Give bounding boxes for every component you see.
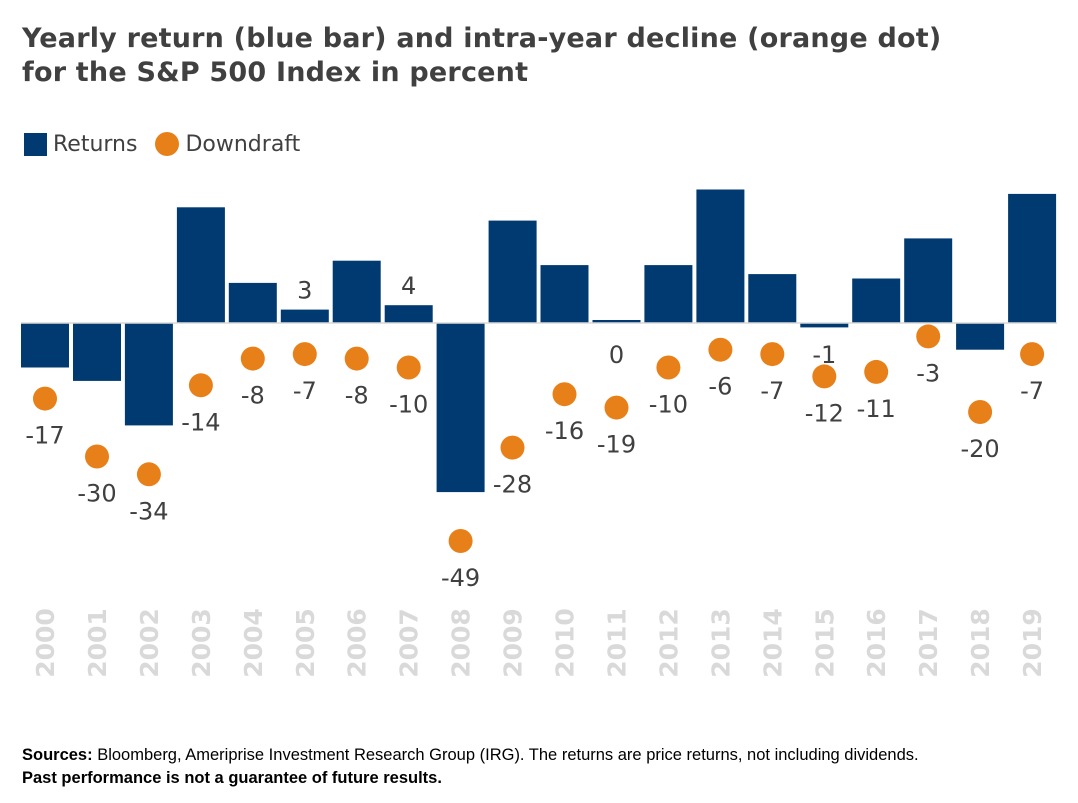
bar-2018 xyxy=(956,323,1005,350)
x-tick-label-2002: 2002 xyxy=(135,608,164,678)
downdraft-label-2013: -6 xyxy=(708,373,732,401)
downdraft-label-2016: -11 xyxy=(857,395,896,423)
downdraft-point-2019 xyxy=(1020,342,1045,367)
bar-2000 xyxy=(21,323,69,368)
bar-2010 xyxy=(540,265,589,323)
downdraft-label-2003: -14 xyxy=(181,408,220,436)
x-tick-label-2004: 2004 xyxy=(239,608,268,678)
disclaimer-text: Past performance is not a guarantee of f… xyxy=(22,769,442,787)
x-tick-label-2001: 2001 xyxy=(83,608,112,678)
x-tick-label-2000: 2000 xyxy=(31,608,60,678)
bar-2016 xyxy=(852,278,901,323)
sources-label: Sources: xyxy=(22,746,93,764)
bar-2012 xyxy=(644,265,693,323)
x-tick-label-2019: 2019 xyxy=(1018,608,1047,678)
downdraft-label-2019: -7 xyxy=(1020,377,1044,405)
downdraft-label-2010: -16 xyxy=(545,417,584,445)
footer: Sources: Bloomberg, Ameriprise Investmen… xyxy=(22,744,1062,790)
bar-2017 xyxy=(904,238,953,323)
legend-swatch-returns-icon xyxy=(24,132,47,156)
downdraft-label-2004: -8 xyxy=(241,382,265,410)
downdraft-point-2013 xyxy=(708,337,733,362)
legend-item-downdraft: Downdraft xyxy=(137,132,300,157)
bar-2013 xyxy=(696,189,745,323)
downdraft-point-2002 xyxy=(136,462,161,487)
downdraft-point-2003 xyxy=(188,373,213,398)
bar-2005 xyxy=(280,309,329,323)
bar-label-2011: 0 xyxy=(609,341,624,369)
bar-label-2005: 3 xyxy=(297,277,312,305)
bar-2007 xyxy=(384,305,433,323)
downdraft-label-2012: -10 xyxy=(649,391,688,419)
x-tick-label-2017: 2017 xyxy=(914,608,943,678)
downdraft-point-2000 xyxy=(33,386,57,411)
legend-label-downdraft: Downdraft xyxy=(185,131,301,157)
downdraft-label-2017: -3 xyxy=(916,359,940,387)
downdraft-point-2010 xyxy=(552,382,577,407)
chart-title: Yearly return (blue bar) and intra-year … xyxy=(22,22,941,90)
bar-2019 xyxy=(1008,193,1057,323)
bar-2001 xyxy=(73,323,121,381)
bar-2003 xyxy=(176,207,225,323)
x-tick-label-2006: 2006 xyxy=(343,608,372,678)
downdraft-point-2011 xyxy=(604,395,629,420)
bar-2009 xyxy=(488,220,537,323)
bar-2008 xyxy=(436,323,485,493)
downdraft-point-2005 xyxy=(292,342,317,367)
downdraft-label-2005: -7 xyxy=(293,377,317,405)
x-tick-label-2013: 2013 xyxy=(706,608,735,678)
chart-title-line-1: Yearly return (blue bar) and intra-year … xyxy=(22,23,942,54)
downdraft-label-2018: -20 xyxy=(960,435,999,463)
x-tick-label-2007: 2007 xyxy=(395,608,424,678)
x-tick-label-2009: 2009 xyxy=(499,608,528,678)
downdraft-label-2006: -8 xyxy=(345,382,369,410)
x-tick-label-2012: 2012 xyxy=(654,608,683,678)
x-tick-label-2016: 2016 xyxy=(862,608,891,678)
downdraft-label-2014: -7 xyxy=(760,377,784,405)
x-tick-label-2011: 2011 xyxy=(603,608,632,678)
x-tick-label-2015: 2015 xyxy=(810,608,839,678)
downdraft-label-2015: -12 xyxy=(805,399,844,427)
x-tick-label-2003: 2003 xyxy=(187,608,216,678)
x-tick-label-2008: 2008 xyxy=(447,608,476,678)
bar-2004 xyxy=(228,282,277,323)
downdraft-label-2002: -34 xyxy=(129,497,168,525)
downdraft-point-2014 xyxy=(760,342,785,367)
x-tick-label-2010: 2010 xyxy=(551,608,580,678)
downdraft-label-2000: -17 xyxy=(25,422,64,450)
downdraft-point-2008 xyxy=(448,529,473,553)
bar-label-2007: 4 xyxy=(401,272,416,300)
downdraft-point-2018 xyxy=(968,400,993,424)
downdraft-point-2017 xyxy=(916,324,941,349)
legend-label-returns: Returns xyxy=(53,131,138,157)
legend-item-returns: Returns xyxy=(24,132,137,157)
downdraft-label-2011: -19 xyxy=(597,431,636,459)
x-tick-label-2005: 2005 xyxy=(291,608,320,678)
bar-2006 xyxy=(332,260,381,323)
downdraft-point-2016 xyxy=(864,359,889,384)
bar-2015 xyxy=(800,323,849,328)
sources-text: Bloomberg, Ameriprise Investment Researc… xyxy=(92,746,919,764)
bar-label-2015: -1 xyxy=(812,341,836,369)
downdraft-point-2009 xyxy=(500,435,525,460)
downdraft-point-2012 xyxy=(656,355,681,380)
x-tick-label-2018: 2018 xyxy=(966,608,995,678)
downdraft-point-2006 xyxy=(344,346,369,371)
bar-2014 xyxy=(748,274,797,323)
downdraft-label-2007: -10 xyxy=(389,391,428,419)
downdraft-label-2009: -28 xyxy=(493,471,532,499)
downdraft-point-2004 xyxy=(240,346,265,371)
chart-plot-area: 3 4 0 -1 -17 -30 -34 -14 -8 -7 -8 -10 -49 -28 -16 -19 -1… xyxy=(21,189,1057,678)
legend: Returns Downdraft xyxy=(24,131,300,157)
downdraft-label-2001: -30 xyxy=(77,480,116,508)
bar-2002 xyxy=(124,323,173,426)
legend-swatch-downdraft-icon xyxy=(155,132,180,156)
downdraft-point-2007 xyxy=(396,355,421,380)
downdraft-point-2015 xyxy=(812,364,837,389)
downdraft-point-2001 xyxy=(85,444,109,469)
chart-title-line-2: for the S&P 500 Index in percent xyxy=(22,57,529,88)
downdraft-label-2008: -49 xyxy=(441,564,480,592)
bar-2011 xyxy=(592,320,641,323)
x-tick-label-2014: 2014 xyxy=(758,608,787,678)
